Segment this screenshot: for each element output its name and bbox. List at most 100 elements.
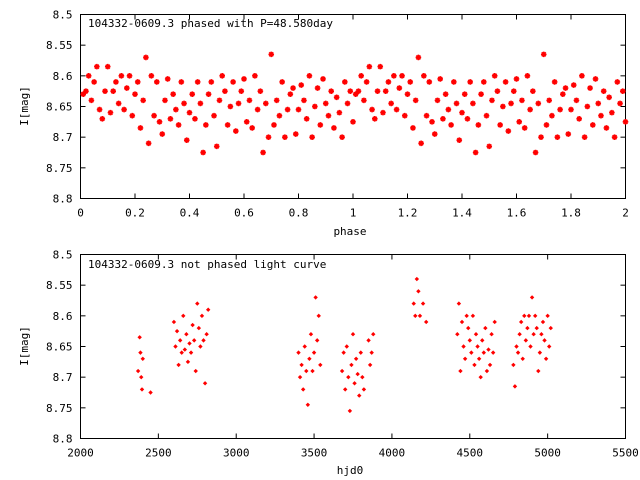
data-point: [121, 106, 127, 113]
data-point: [473, 332, 479, 337]
data-point: [366, 338, 371, 343]
data-point-repeat: [570, 82, 577, 88]
data-point-repeat: [549, 112, 555, 119]
data-point: [322, 100, 329, 107]
data-point: [461, 344, 466, 349]
data-point-repeat: [442, 91, 449, 98]
data-point-repeat: [380, 109, 386, 116]
data-point-repeat: [540, 51, 547, 58]
data-point: [137, 335, 142, 340]
data-point-repeat: [576, 115, 582, 122]
data-point: [511, 362, 516, 368]
data-points: [135, 276, 553, 414]
data-point-repeat: [404, 91, 411, 98]
data-point: [102, 88, 108, 94]
data-point: [135, 368, 141, 374]
data-point-repeat: [568, 106, 574, 113]
data-point: [185, 359, 191, 365]
data-point: [301, 97, 307, 104]
x-tick-label: 5500: [612, 447, 639, 460]
data-point-repeat: [475, 122, 482, 128]
data-point: [230, 79, 236, 85]
x-tick-label: 0.6: [234, 207, 254, 220]
data-point: [466, 325, 471, 331]
x-tick-label: 4500: [457, 447, 484, 460]
data-point: [187, 341, 192, 346]
data-point-repeat: [538, 134, 544, 140]
data-point-repeat: [445, 106, 452, 113]
data-point-repeat: [410, 125, 416, 131]
data-point: [469, 350, 474, 355]
data-point-repeat: [532, 149, 539, 156]
data-point: [118, 73, 125, 79]
data-point: [537, 350, 543, 355]
data-point: [162, 97, 168, 104]
data-point: [489, 332, 494, 337]
data-point: [414, 276, 420, 282]
data-point: [352, 381, 357, 386]
data-point: [145, 140, 152, 147]
data-point: [540, 319, 546, 325]
data-point-repeat: [407, 79, 414, 85]
data-point: [357, 393, 362, 398]
x-tick-label: 1.2: [398, 207, 418, 220]
data-point: [134, 79, 141, 85]
data-point-repeat: [481, 79, 487, 85]
data-point: [302, 344, 307, 349]
data-point: [290, 85, 296, 91]
data-point-repeat: [600, 88, 607, 94]
data-point: [173, 106, 179, 113]
data-point-repeat: [606, 94, 612, 101]
data-point-repeat: [595, 100, 602, 107]
data-point-repeat: [565, 131, 572, 137]
data-point: [347, 88, 354, 94]
data-point: [107, 109, 114, 116]
data-point: [325, 112, 332, 119]
data-point: [339, 368, 345, 374]
data-point-repeat: [363, 79, 370, 85]
data-point-repeat: [579, 73, 585, 79]
data-point-repeat: [543, 122, 550, 128]
y-tick-label: 8.55: [46, 39, 73, 52]
axis-ticks: 2000 2500 3000 3500 4000 4500 5000 5500 8.5 8.55 8…: [46, 249, 639, 460]
data-point: [99, 115, 106, 122]
data-point: [198, 344, 203, 349]
data-point: [458, 368, 463, 374]
y-tick-label: 8.8: [53, 433, 73, 446]
data-point: [311, 350, 317, 355]
data-point-repeat: [399, 73, 405, 79]
data-point: [416, 289, 421, 294]
data-point: [361, 387, 367, 392]
y-tick-label: 8.55: [46, 279, 73, 292]
data-point: [197, 100, 204, 107]
data-point-repeat: [391, 73, 397, 79]
data-point: [199, 313, 205, 319]
data-point: [350, 332, 356, 337]
data-point: [139, 387, 145, 392]
data-point: [139, 374, 144, 380]
y-axis-title: I[mag]: [18, 86, 31, 126]
data-point-repeat: [421, 73, 427, 79]
x-tick-label: 0.2: [125, 207, 145, 220]
data-point-repeat: [519, 97, 525, 104]
data-point: [263, 100, 269, 107]
data-point-repeat: [609, 109, 615, 116]
data-point: [200, 149, 206, 156]
y-tick-label: 8.7: [53, 131, 73, 144]
data-point: [475, 344, 480, 349]
phased-light-curve-panel: 104332-0609.3 phased with P=48.580day ph…: [18, 9, 629, 239]
data-point: [539, 332, 544, 337]
data-point: [252, 73, 258, 79]
data-point: [148, 390, 153, 395]
data-point: [520, 356, 525, 361]
data-point: [309, 134, 315, 140]
data-point: [316, 313, 321, 319]
data-point: [300, 387, 306, 392]
data-point-repeat: [562, 85, 569, 91]
data-point-repeat: [590, 122, 596, 128]
y-tick-label: 8.5: [53, 249, 73, 262]
data-point: [349, 362, 354, 368]
data-point: [343, 387, 348, 392]
data-point-repeat: [352, 91, 359, 98]
data-point: [151, 112, 157, 119]
